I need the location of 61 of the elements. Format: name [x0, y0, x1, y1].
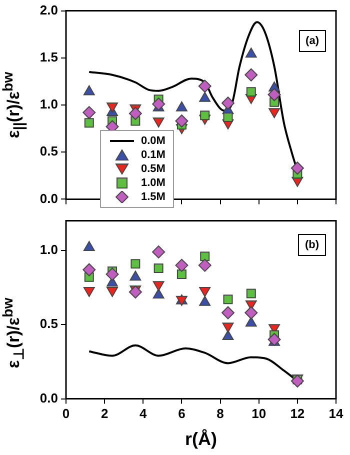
x-tick-label: 12 [290, 406, 305, 422]
point [83, 241, 95, 251]
x-tick-label: 6 [178, 406, 186, 422]
point [268, 108, 280, 118]
x-tick-label: 8 [216, 406, 224, 422]
legend-label: 1.5M [141, 190, 166, 204]
point [154, 264, 164, 274]
point [106, 102, 118, 112]
legend-label: 0.5M [141, 162, 166, 176]
point [106, 268, 119, 281]
point [246, 288, 256, 298]
point [84, 118, 94, 128]
x-tick-label: 2 [100, 406, 108, 422]
point [82, 106, 96, 120]
x-tick-label: 14 [328, 406, 344, 422]
y-tick-label: 0.0 [40, 390, 58, 406]
point [244, 68, 258, 82]
point [200, 252, 210, 262]
point [130, 270, 142, 281]
point [223, 294, 233, 304]
y-tick-label: 0.5 [40, 144, 58, 159]
point [175, 258, 188, 272]
point [246, 87, 256, 97]
x-tick-label: 10 [252, 406, 266, 422]
point [152, 288, 164, 298]
point [223, 112, 233, 122]
annotation: (a) [298, 30, 326, 52]
point [268, 88, 281, 102]
legend-label: 0.0M [141, 134, 166, 148]
point [199, 296, 211, 306]
point [152, 118, 164, 128]
point [222, 306, 234, 320]
point [152, 98, 166, 111]
point [245, 48, 257, 58]
point [200, 110, 210, 120]
point [152, 245, 166, 258]
y-tick-label: 2.0 [40, 2, 58, 18]
point [245, 316, 257, 327]
point [290, 162, 304, 175]
point [176, 269, 186, 279]
annotation: (b) [298, 234, 326, 256]
point [222, 330, 234, 340]
x-tick-label: 4 [140, 406, 148, 422]
legend-label: 1.0M [141, 176, 166, 190]
y-tick-label: 0.0 [40, 190, 58, 206]
point [244, 306, 258, 320]
point [82, 263, 96, 276]
point [175, 114, 188, 128]
point [198, 80, 212, 93]
point [268, 332, 281, 346]
x-tick-label: 0 [62, 406, 70, 422]
y-tick-label: 1.0 [40, 242, 58, 258]
y-tick-label: 0.5 [40, 316, 58, 332]
point [222, 96, 234, 110]
point [128, 106, 142, 120]
point [198, 258, 212, 272]
y-tick-label: 1.5 [40, 49, 58, 64]
y-tick-label: 1.0 [40, 96, 58, 112]
legend-label: 0.1M [141, 148, 166, 162]
x-axis-title: r(Å) [185, 429, 217, 450]
point [130, 259, 140, 269]
